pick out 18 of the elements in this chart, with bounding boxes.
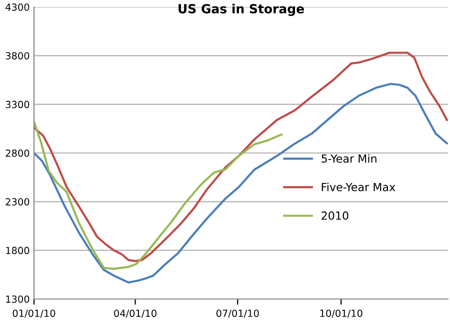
y-tick-label: 3300	[6, 100, 30, 108]
y-tick-label: 4300	[6, 3, 30, 11]
line-series	[34, 82, 448, 284]
y-tick-label: 2800	[6, 149, 30, 157]
line-series	[34, 52, 448, 262]
y-tick-label: 1300	[6, 295, 30, 303]
y-tick-label: 3800	[6, 52, 30, 60]
x-tick-label: 10/01/10	[320, 310, 362, 318]
chart-title: US Gas in Storage	[178, 4, 304, 16]
legend-label: 2010	[322, 211, 348, 220]
legend-label: Five-Year Max	[322, 182, 396, 192]
x-tick-label: 07/01/10	[216, 310, 259, 318]
x-tick-label: 01/01/10	[12, 310, 56, 318]
y-tick-label: 2300	[6, 198, 30, 206]
line-series	[34, 120, 283, 270]
legend-label: 5-Year Min	[322, 154, 376, 163]
y-tick-label: 1800	[6, 246, 30, 254]
x-tick-label: 04/01/10	[114, 310, 156, 318]
